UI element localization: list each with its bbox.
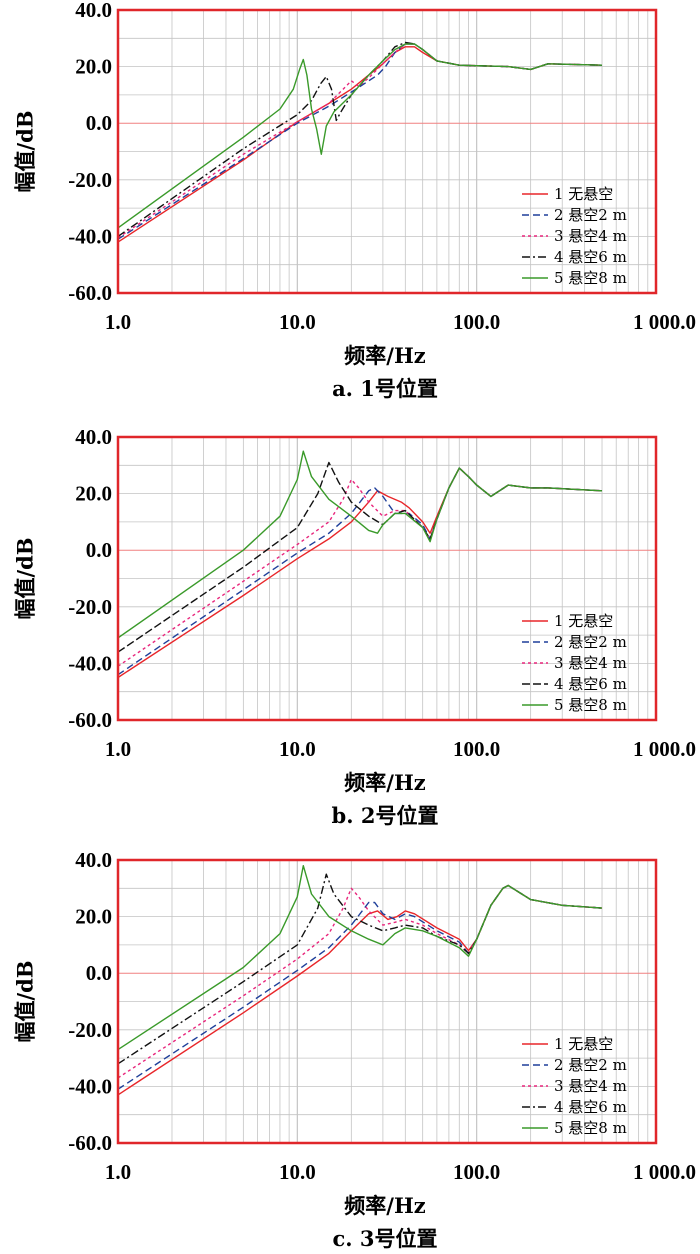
series-line-5 [118, 451, 602, 638]
x-tick-label: 1 000.0 [633, 310, 696, 334]
y-tick-label: 20.0 [75, 482, 112, 506]
panel-c: 40.0 20.0 0.0 -20.0 -40.0 -60.0 1.0 10.0… [13, 848, 697, 1251]
legend-label: 2 悬空2 m [554, 206, 627, 224]
y-tick-label: 20.0 [75, 55, 112, 79]
x-tick-label: 1.0 [105, 737, 131, 761]
panel-b-xticks: 1.0 10.0 100.0 1 000.0 [105, 737, 696, 761]
x-axis-label: 频率/Hz [344, 343, 426, 368]
y-tick-label: -40.0 [68, 224, 112, 248]
legend-label: 3 悬空4 m [554, 654, 627, 672]
x-tick-label: 1 000.0 [633, 1160, 696, 1184]
x-axis-label: 频率/Hz [344, 770, 426, 795]
legend-label: 2 悬空2 m [554, 633, 627, 651]
y-tick-label: -40.0 [68, 1074, 112, 1098]
y-tick-label: -20.0 [68, 168, 112, 192]
legend-label: 5 悬空8 m [554, 1119, 627, 1137]
y-tick-label: -40.0 [68, 651, 112, 675]
series-line-3 [118, 44, 602, 238]
panel-b-series [118, 451, 602, 677]
y-tick-label: 0.0 [86, 538, 112, 562]
legend-label: 4 悬空6 m [554, 248, 627, 266]
y-tick-label: -20.0 [68, 595, 112, 619]
series-line-2 [118, 886, 602, 1090]
legend-label: 1 无悬空 [554, 1035, 613, 1053]
legend-label: 3 悬空4 m [554, 1077, 627, 1095]
x-tick-label: 10.0 [279, 1160, 316, 1184]
y-tick-label: -60.0 [68, 708, 112, 732]
y-tick-label: -60.0 [68, 281, 112, 305]
x-tick-label: 1.0 [105, 1160, 131, 1184]
series-line-2 [118, 468, 602, 675]
series-line-5 [118, 44, 602, 228]
y-tick-label: 40.0 [75, 0, 112, 22]
series-line-4 [118, 43, 602, 237]
panel-a-xticks: 1.0 10.0 100.0 1 000.0 [105, 310, 696, 334]
series-line-3 [118, 468, 602, 666]
legend-label: 4 悬空6 m [554, 1098, 627, 1116]
series-line-5 [118, 866, 602, 1050]
panel-a-yticks: 40.0 20.0 0.0 -20.0 -40.0 -60.0 [68, 0, 112, 305]
x-tick-label: 1 000.0 [633, 737, 696, 761]
panel-caption: c. 3号位置 [332, 1226, 437, 1251]
y-tick-label: 20.0 [75, 905, 112, 929]
legend-label: 5 悬空8 m [554, 269, 627, 287]
y-axis-label: 幅值/dB [13, 960, 38, 1042]
series-line-1 [118, 47, 602, 242]
panel-caption: b. 2号位置 [332, 803, 439, 828]
legend-label: 5 悬空8 m [554, 696, 627, 714]
legend-label: 4 悬空6 m [554, 675, 627, 693]
panel-c-series [118, 866, 602, 1095]
x-tick-label: 10.0 [279, 310, 316, 334]
y-tick-label: -20.0 [68, 1018, 112, 1042]
series-line-1 [118, 468, 602, 677]
y-tick-label: 40.0 [75, 848, 112, 872]
series-line-4 [118, 874, 602, 1064]
y-tick-label: 0.0 [86, 111, 112, 135]
panel-a-series [118, 43, 602, 243]
y-axis-label: 幅值/dB [13, 110, 38, 192]
panel-c-xticks: 1.0 10.0 100.0 1 000.0 [105, 1160, 696, 1184]
y-tick-label: 40.0 [75, 425, 112, 449]
y-tick-label: 0.0 [86, 961, 112, 985]
y-tick-label: -60.0 [68, 1131, 112, 1155]
y-axis-label: 幅值/dB [13, 537, 38, 619]
legend-label: 3 悬空4 m [554, 227, 627, 245]
x-tick-label: 100.0 [453, 737, 500, 761]
legend-label: 2 悬空2 m [554, 1056, 627, 1074]
panel-caption: a. 1号位置 [332, 376, 438, 401]
x-tick-label: 1.0 [105, 310, 131, 334]
panel-a: 40.0 20.0 0.0 -20.0 -40.0 -60.0 1.0 10.0… [13, 0, 697, 401]
legend-label: 1 无悬空 [554, 612, 613, 630]
panel-c-yticks: 40.0 20.0 0.0 -20.0 -40.0 -60.0 [68, 848, 112, 1155]
panel-b: 40.0 20.0 0.0 -20.0 -40.0 -60.0 1.0 10.0… [13, 425, 697, 828]
x-axis-label: 频率/Hz [344, 1193, 426, 1218]
legend-label: 1 无悬空 [554, 185, 613, 203]
panel-b-yticks: 40.0 20.0 0.0 -20.0 -40.0 -60.0 [68, 425, 112, 732]
x-tick-label: 100.0 [453, 310, 500, 334]
x-tick-label: 100.0 [453, 1160, 500, 1184]
x-tick-label: 10.0 [279, 737, 316, 761]
series-line-2 [118, 44, 602, 239]
